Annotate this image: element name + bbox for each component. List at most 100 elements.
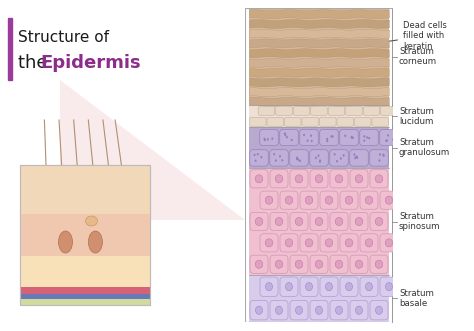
Ellipse shape bbox=[311, 140, 313, 142]
Ellipse shape bbox=[319, 161, 321, 163]
Ellipse shape bbox=[285, 283, 292, 291]
FancyBboxPatch shape bbox=[381, 107, 397, 115]
Ellipse shape bbox=[275, 217, 283, 226]
Ellipse shape bbox=[375, 175, 383, 183]
Ellipse shape bbox=[378, 159, 381, 162]
Ellipse shape bbox=[275, 260, 283, 268]
Ellipse shape bbox=[353, 153, 356, 156]
FancyBboxPatch shape bbox=[260, 277, 278, 296]
Bar bbox=[249, 127, 389, 168]
Ellipse shape bbox=[335, 175, 343, 183]
Ellipse shape bbox=[295, 260, 303, 268]
Bar bbox=[249, 168, 389, 275]
Ellipse shape bbox=[343, 154, 345, 157]
FancyBboxPatch shape bbox=[363, 107, 380, 115]
Ellipse shape bbox=[365, 196, 373, 204]
Ellipse shape bbox=[325, 196, 333, 204]
FancyBboxPatch shape bbox=[267, 118, 283, 126]
Ellipse shape bbox=[355, 175, 363, 183]
FancyBboxPatch shape bbox=[330, 213, 348, 231]
Ellipse shape bbox=[295, 217, 303, 226]
Ellipse shape bbox=[392, 138, 394, 141]
Bar bbox=[20, 256, 150, 287]
FancyBboxPatch shape bbox=[320, 277, 338, 296]
FancyBboxPatch shape bbox=[320, 234, 338, 252]
Bar bbox=[249, 8, 389, 105]
Ellipse shape bbox=[285, 239, 293, 247]
FancyBboxPatch shape bbox=[260, 191, 278, 209]
FancyBboxPatch shape bbox=[250, 301, 268, 320]
Ellipse shape bbox=[383, 155, 385, 157]
Polygon shape bbox=[60, 80, 245, 220]
Ellipse shape bbox=[363, 139, 365, 142]
Ellipse shape bbox=[365, 283, 373, 291]
FancyBboxPatch shape bbox=[330, 255, 348, 273]
Ellipse shape bbox=[284, 134, 286, 136]
FancyBboxPatch shape bbox=[310, 150, 328, 166]
FancyBboxPatch shape bbox=[270, 255, 288, 273]
FancyBboxPatch shape bbox=[258, 107, 275, 115]
FancyBboxPatch shape bbox=[310, 255, 328, 273]
Ellipse shape bbox=[255, 306, 263, 314]
Ellipse shape bbox=[344, 135, 346, 137]
Ellipse shape bbox=[356, 306, 363, 314]
FancyBboxPatch shape bbox=[380, 234, 398, 252]
Ellipse shape bbox=[264, 139, 266, 141]
Ellipse shape bbox=[335, 260, 343, 268]
Ellipse shape bbox=[375, 306, 383, 314]
FancyBboxPatch shape bbox=[290, 255, 308, 273]
Ellipse shape bbox=[303, 134, 305, 136]
FancyBboxPatch shape bbox=[260, 129, 278, 146]
Bar bbox=[20, 165, 150, 305]
Ellipse shape bbox=[334, 153, 336, 156]
Ellipse shape bbox=[295, 306, 302, 314]
Ellipse shape bbox=[305, 196, 313, 204]
FancyBboxPatch shape bbox=[270, 213, 288, 231]
Bar bbox=[20, 294, 150, 300]
Bar bbox=[20, 287, 150, 294]
Ellipse shape bbox=[291, 139, 293, 141]
FancyBboxPatch shape bbox=[355, 118, 371, 126]
Ellipse shape bbox=[315, 157, 317, 159]
Ellipse shape bbox=[354, 157, 356, 159]
Ellipse shape bbox=[346, 283, 353, 291]
Bar bbox=[8, 18, 12, 80]
FancyBboxPatch shape bbox=[370, 255, 388, 273]
Ellipse shape bbox=[282, 159, 283, 162]
Ellipse shape bbox=[332, 135, 334, 138]
FancyBboxPatch shape bbox=[310, 170, 328, 188]
FancyBboxPatch shape bbox=[320, 129, 338, 146]
Ellipse shape bbox=[345, 196, 353, 204]
Ellipse shape bbox=[296, 158, 298, 160]
Ellipse shape bbox=[285, 196, 293, 204]
Ellipse shape bbox=[352, 136, 354, 139]
FancyBboxPatch shape bbox=[380, 191, 398, 209]
Text: Structure of: Structure of bbox=[18, 30, 109, 45]
Ellipse shape bbox=[255, 175, 263, 183]
Ellipse shape bbox=[297, 159, 299, 161]
FancyBboxPatch shape bbox=[280, 277, 298, 296]
Ellipse shape bbox=[379, 153, 381, 156]
Ellipse shape bbox=[271, 137, 273, 140]
Bar bbox=[249, 275, 389, 322]
FancyBboxPatch shape bbox=[319, 118, 336, 126]
Ellipse shape bbox=[279, 155, 281, 158]
FancyBboxPatch shape bbox=[360, 277, 378, 296]
FancyBboxPatch shape bbox=[360, 129, 378, 146]
FancyBboxPatch shape bbox=[270, 170, 288, 188]
Ellipse shape bbox=[88, 231, 102, 253]
Ellipse shape bbox=[330, 135, 332, 138]
FancyBboxPatch shape bbox=[276, 107, 292, 115]
FancyBboxPatch shape bbox=[350, 170, 368, 188]
Text: the: the bbox=[18, 54, 53, 72]
FancyBboxPatch shape bbox=[250, 213, 268, 231]
FancyBboxPatch shape bbox=[250, 150, 268, 166]
Ellipse shape bbox=[318, 154, 319, 157]
Ellipse shape bbox=[296, 157, 298, 159]
Ellipse shape bbox=[351, 136, 353, 139]
Ellipse shape bbox=[295, 175, 303, 183]
Ellipse shape bbox=[385, 283, 392, 291]
FancyBboxPatch shape bbox=[328, 107, 345, 115]
FancyBboxPatch shape bbox=[340, 129, 358, 146]
Ellipse shape bbox=[326, 140, 328, 142]
